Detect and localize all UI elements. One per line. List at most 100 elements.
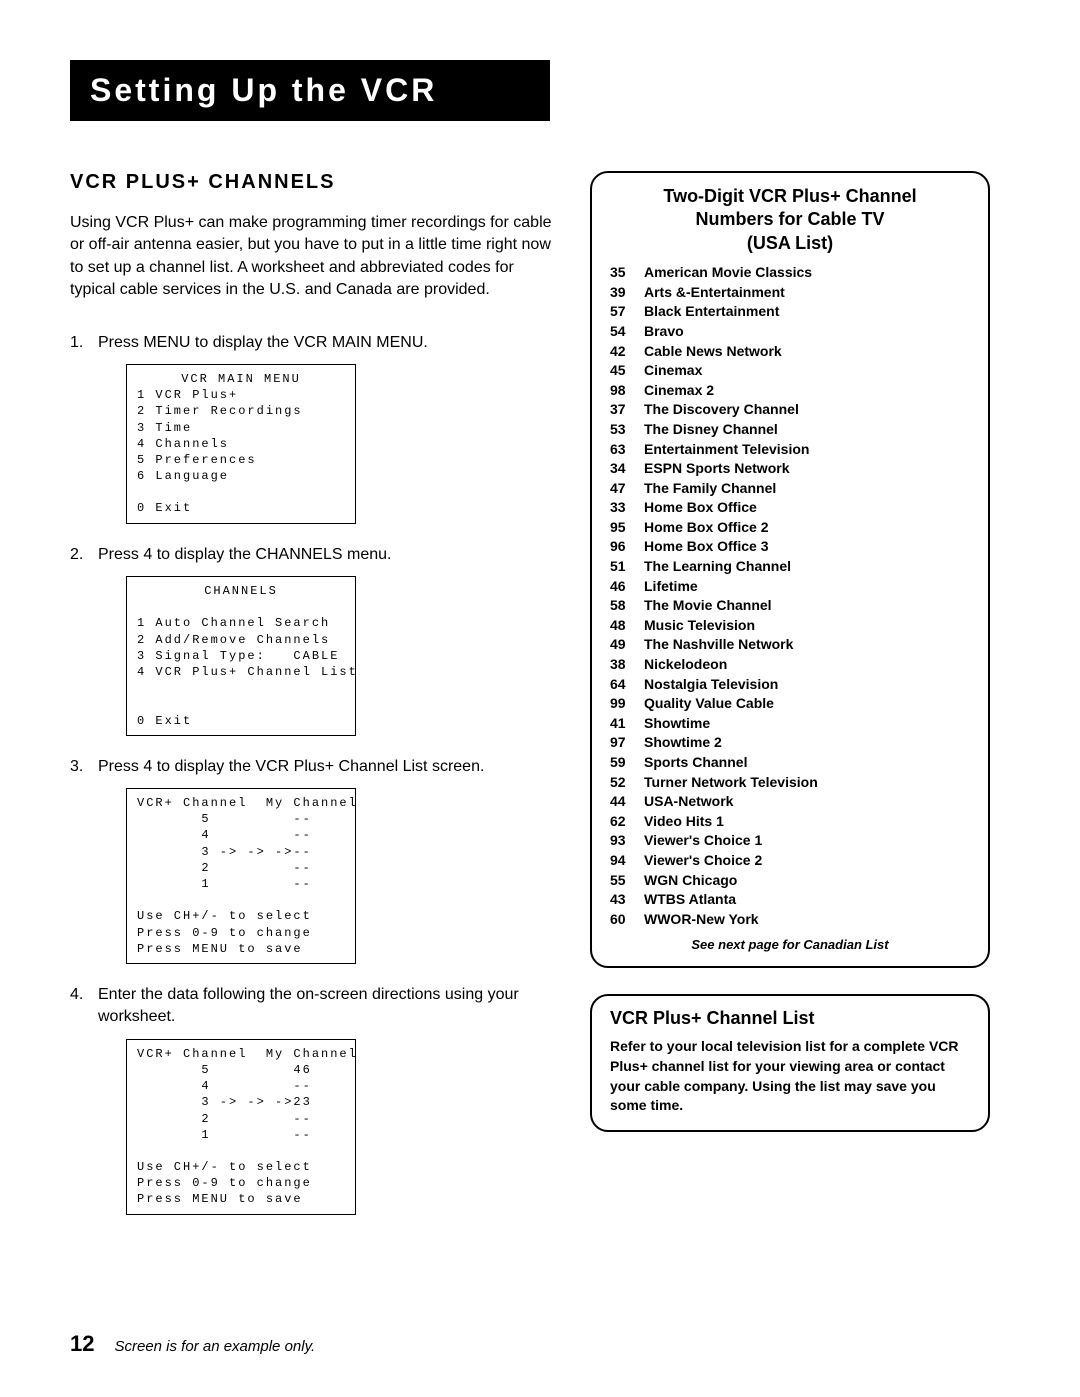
- channel-number: 44: [610, 792, 644, 812]
- channel-row: 45Cinemax: [610, 361, 970, 381]
- section-heading: VCR PLUS+ CHANNELS: [70, 171, 560, 194]
- see-next-note: See next page for Canadian List: [610, 937, 970, 952]
- usa-box-title: Two-Digit VCR Plus+ Channel Numbers for …: [610, 185, 970, 255]
- step-2: Press 4 to display the CHANNELS menu. CH…: [70, 544, 560, 736]
- channel-row: 58The Movie Channel: [610, 596, 970, 616]
- channel-number: 98: [610, 381, 644, 401]
- channel-number: 45: [610, 361, 644, 381]
- screen1-title: VCR MAIN MENU: [137, 371, 345, 387]
- channel-row: 59Sports Channel: [610, 753, 970, 773]
- screen1-body: 1 VCR Plus+ 2 Timer Recordings 3 Time 4 …: [137, 388, 303, 515]
- channel-number: 53: [610, 420, 644, 440]
- channel-name: Entertainment Television: [644, 440, 970, 460]
- channel-number: 94: [610, 851, 644, 871]
- channel-number: 48: [610, 616, 644, 636]
- channel-row: 97Showtime 2: [610, 733, 970, 753]
- channel-name: WTBS Atlanta: [644, 890, 970, 910]
- list-box-body: Refer to your local television list for …: [610, 1037, 970, 1115]
- channel-number: 37: [610, 400, 644, 420]
- channel-name: American Movie Classics: [644, 263, 970, 283]
- channel-row: 37The Discovery Channel: [610, 400, 970, 420]
- channel-number: 33: [610, 498, 644, 518]
- channel-name: The Learning Channel: [644, 557, 970, 577]
- channel-number: 97: [610, 733, 644, 753]
- screen4-body: VCR+ Channel My Channel 5 46 4 -- 3 -> -…: [137, 1047, 358, 1207]
- channel-row: 48Music Television: [610, 616, 970, 636]
- channel-name: Video Hits 1: [644, 812, 970, 832]
- channel-number: 38: [610, 655, 644, 675]
- channel-row: 93Viewer's Choice 1: [610, 831, 970, 851]
- channel-name: WWOR-New York: [644, 910, 970, 930]
- channel-name: The Nashville Network: [644, 635, 970, 655]
- channel-number: 43: [610, 890, 644, 910]
- channel-name: Home Box Office 3: [644, 537, 970, 557]
- channel-number: 34: [610, 459, 644, 479]
- channel-name: Quality Value Cable: [644, 694, 970, 714]
- channel-name: Viewer's Choice 2: [644, 851, 970, 871]
- screen3-body: VCR+ Channel My Channel 5 -- 4 -- 3 -> -…: [137, 796, 358, 956]
- channel-name: Bravo: [644, 322, 970, 342]
- step-4: Enter the data following the on-screen d…: [70, 984, 560, 1215]
- right-column: Two-Digit VCR Plus+ Channel Numbers for …: [590, 171, 990, 1235]
- channel-row: 62Video Hits 1: [610, 812, 970, 832]
- channel-name: Cinemax: [644, 361, 970, 381]
- channel-row: 63Entertainment Television: [610, 440, 970, 460]
- channel-name: Turner Network Television: [644, 773, 970, 793]
- channel-name: Showtime 2: [644, 733, 970, 753]
- channel-number: 63: [610, 440, 644, 460]
- screen2-body: 1 Auto Channel Search 2 Add/Remove Chann…: [137, 616, 358, 727]
- channel-number: 51: [610, 557, 644, 577]
- list-box-title: VCR Plus+ Channel List: [610, 1008, 970, 1029]
- channel-name: Viewer's Choice 1: [644, 831, 970, 851]
- channel-number: 42: [610, 342, 644, 362]
- channel-row: 44USA-Network: [610, 792, 970, 812]
- channel-number: 95: [610, 518, 644, 538]
- channel-number: 41: [610, 714, 644, 734]
- usa-list-box: Two-Digit VCR Plus+ Channel Numbers for …: [590, 171, 990, 968]
- intro-paragraph: Using VCR Plus+ can make programming tim…: [70, 212, 560, 302]
- channel-name: Cinemax 2: [644, 381, 970, 401]
- channel-number: 59: [610, 753, 644, 773]
- channel-number: 60: [610, 910, 644, 930]
- channel-row: 41Showtime: [610, 714, 970, 734]
- channel-row: 51The Learning Channel: [610, 557, 970, 577]
- channel-name: The Disney Channel: [644, 420, 970, 440]
- channel-name: The Family Channel: [644, 479, 970, 499]
- channel-name: Music Television: [644, 616, 970, 636]
- step-1-text: Press MENU to display the VCR MAIN MENU.: [98, 334, 428, 351]
- channel-table: 35American Movie Classics39Arts &-Entert…: [610, 263, 970, 929]
- usa-title-line1: Two-Digit VCR Plus+ Channel: [663, 186, 916, 206]
- channel-number: 93: [610, 831, 644, 851]
- channel-row: 49The Nashville Network: [610, 635, 970, 655]
- channel-name: Showtime: [644, 714, 970, 734]
- channel-number: 96: [610, 537, 644, 557]
- channel-name: ESPN Sports Network: [644, 459, 970, 479]
- channel-row: 43WTBS Atlanta: [610, 890, 970, 910]
- channel-row: 39Arts &-Entertainment: [610, 283, 970, 303]
- channel-row: 52Turner Network Television: [610, 773, 970, 793]
- channel-name: Lifetime: [644, 577, 970, 597]
- left-column: VCR PLUS+ CHANNELS Using VCR Plus+ can m…: [70, 171, 560, 1235]
- channel-name: Arts &-Entertainment: [644, 283, 970, 303]
- channel-row: 46Lifetime: [610, 577, 970, 597]
- channel-row: 98Cinemax 2: [610, 381, 970, 401]
- step-3-text: Press 4 to display the VCR Plus+ Channel…: [98, 758, 484, 775]
- channel-list-box: VCR Plus+ Channel List Refer to your loc…: [590, 994, 990, 1131]
- step-3: Press 4 to display the VCR Plus+ Channel…: [70, 756, 560, 964]
- channel-number: 99: [610, 694, 644, 714]
- channel-name: Black Entertainment: [644, 302, 970, 322]
- channel-name: Home Box Office 2: [644, 518, 970, 538]
- channel-number: 64: [610, 675, 644, 695]
- channel-name: Home Box Office: [644, 498, 970, 518]
- channel-name: WGN Chicago: [644, 871, 970, 891]
- page-number: 12: [70, 1331, 94, 1357]
- channel-number: 58: [610, 596, 644, 616]
- channel-name: USA-Network: [644, 792, 970, 812]
- channel-row: 94Viewer's Choice 2: [610, 851, 970, 871]
- channel-number: 54: [610, 322, 644, 342]
- footnote: Screen is for an example only.: [114, 1338, 315, 1355]
- channel-number: 35: [610, 263, 644, 283]
- screen-channels-menu: CHANNELS 1 Auto Channel Search 2 Add/Rem…: [126, 576, 356, 736]
- channel-name: Cable News Network: [644, 342, 970, 362]
- screen-channel-list-1: VCR+ Channel My Channel 5 -- 4 -- 3 -> -…: [126, 788, 356, 964]
